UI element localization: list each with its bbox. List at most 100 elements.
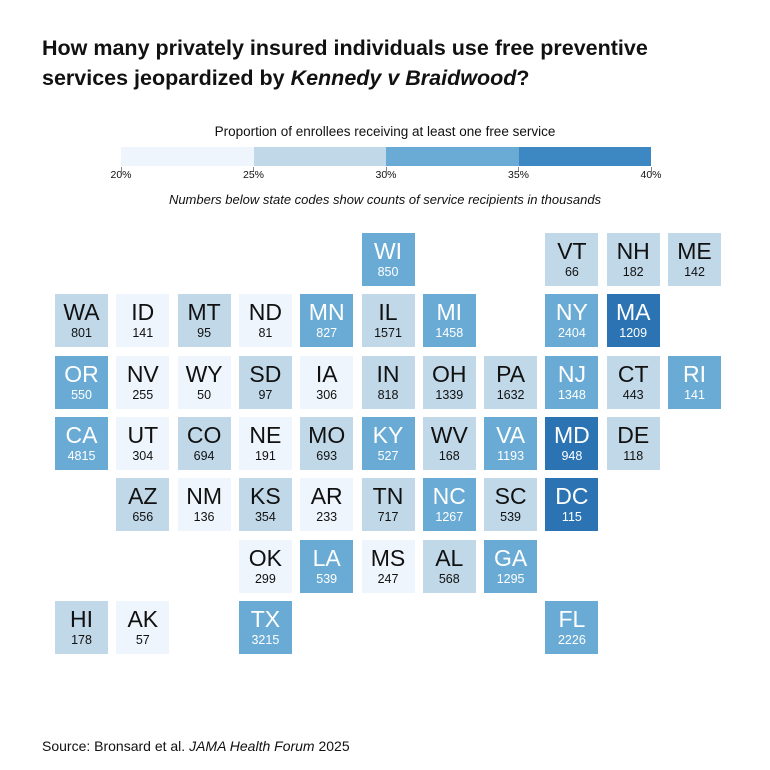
state-tile-ak: AK 57: [116, 600, 170, 654]
state-code: MO: [308, 421, 346, 448]
state-tile-nc: NC 1267: [422, 478, 476, 532]
state-code: DC: [555, 483, 589, 510]
state-tile-or: OR 550: [55, 355, 108, 409]
state-code: TN: [372, 483, 404, 510]
state-count: 182: [622, 265, 644, 279]
state-count: 1339: [435, 387, 464, 402]
state-count: 95: [197, 326, 212, 341]
state-tile-nv: NV 255: [116, 355, 170, 409]
state-count: 191: [254, 448, 276, 463]
state-tile-vt: VT 66: [545, 233, 599, 286]
legend-tick-mark: [253, 167, 254, 172]
state-code: GA: [493, 544, 528, 571]
state-tile-va: VA 1193: [484, 416, 538, 470]
state-tile-ct: CT 443: [606, 355, 660, 409]
chart-title: How many privately insured individuals u…: [42, 33, 742, 93]
state-code: IN: [376, 360, 400, 387]
state-code: NY: [555, 299, 588, 326]
state-tile-me: ME 142: [668, 233, 721, 286]
state-code: VT: [557, 238, 587, 264]
state-count: 1348: [557, 387, 586, 402]
state-count: 693: [316, 448, 338, 463]
state-tile-nd: ND 81: [238, 294, 292, 348]
state-code: PA: [496, 360, 526, 387]
state-code: MI: [436, 299, 463, 326]
state-code: ME: [677, 238, 712, 264]
state-count: 81: [258, 326, 273, 341]
state-count: 233: [316, 510, 338, 525]
state-tile-wy: WY 50: [177, 355, 231, 409]
state-count: 299: [254, 571, 276, 586]
state-count: 255: [132, 387, 154, 402]
state-code: CO: [186, 421, 222, 448]
state-tile-il: IL 1571: [361, 294, 415, 348]
state-count: 827: [316, 326, 338, 341]
state-code: NC: [432, 483, 466, 510]
state-count: 694: [193, 448, 215, 463]
state-count: 550: [71, 387, 92, 402]
source-journal: JAMA Health Forum: [189, 738, 315, 754]
state-code: TX: [250, 605, 281, 632]
state-count: 178: [71, 632, 92, 647]
state-tile-wv: WV 168: [422, 416, 476, 470]
state-tile-al: AL 568: [422, 539, 476, 593]
legend-segment-2: [253, 147, 386, 166]
state-tile-pa: PA 1632: [484, 355, 538, 409]
state-tile-ia: IA 306: [300, 355, 354, 409]
state-tile-ms: MS 247: [361, 539, 415, 593]
state-code: IA: [315, 360, 338, 387]
state-code: MD: [554, 421, 590, 448]
source-prefix: Source: Bronsard et al.: [42, 738, 190, 754]
legend-tick-mark: [650, 167, 652, 172]
state-tile-sc: SC 539: [484, 478, 538, 532]
state-count: 2226: [557, 632, 586, 647]
source-line: Source: Bronsard et al. JAMA Health Foru…: [42, 738, 350, 754]
state-count: 1458: [435, 326, 464, 341]
state-tile-id: ID 141: [116, 294, 170, 348]
state-tile-ky: KY 527: [361, 416, 415, 470]
state-code: IL: [378, 299, 398, 326]
state-code: AZ: [128, 483, 158, 510]
state-tile-mi: MI 1458: [422, 294, 476, 348]
source-year: 2025: [314, 738, 350, 754]
state-count: 247: [377, 571, 399, 586]
state-count: 4815: [67, 448, 96, 463]
state-code: ID: [131, 299, 155, 326]
legend-tick-label: 20%: [110, 169, 132, 181]
state-tile-nh: NH 182: [606, 233, 660, 286]
state-tile-nm: NM 136: [177, 478, 231, 532]
state-count: 948: [561, 448, 583, 463]
state-count: 57: [135, 632, 150, 647]
state-count: 801: [71, 326, 92, 341]
state-count: 568: [438, 571, 460, 586]
state-tile-mn: MN 827: [300, 294, 354, 348]
state-code: NH: [616, 238, 650, 264]
state-code: OH: [432, 360, 467, 387]
state-code: SC: [494, 483, 527, 510]
state-code: VA: [496, 421, 526, 448]
title-line1: How many privately insured individuals u…: [42, 36, 648, 60]
state-tile-ca: CA 4815: [55, 416, 108, 470]
state-code: DE: [617, 421, 650, 448]
state-count: 66: [564, 265, 579, 279]
state-tile-ut: UT 304: [116, 416, 170, 470]
state-code: RI: [683, 360, 706, 387]
state-code: AR: [310, 483, 343, 510]
state-tile-wa: WA 801: [55, 294, 108, 348]
state-code: OK: [248, 544, 282, 571]
state-tile-de: DE 118: [606, 416, 660, 470]
state-count: 50: [197, 387, 212, 402]
state-code: NM: [186, 483, 222, 510]
state-tile-oh: OH 1339: [422, 355, 476, 409]
state-code: MS: [370, 544, 406, 571]
state-count: 1571: [374, 326, 402, 341]
legend-tick-label: 25%: [242, 169, 265, 181]
state-code: MA: [615, 299, 651, 326]
state-count: 818: [377, 387, 399, 402]
state-tile-ar: AR 233: [300, 478, 354, 532]
state-code: ND: [248, 299, 282, 326]
legend-segment-1: [121, 147, 254, 166]
legend-tick-mark: [518, 167, 519, 172]
title-case-name: Kennedy v Braidwood: [290, 66, 517, 90]
state-count: 306: [316, 387, 338, 402]
